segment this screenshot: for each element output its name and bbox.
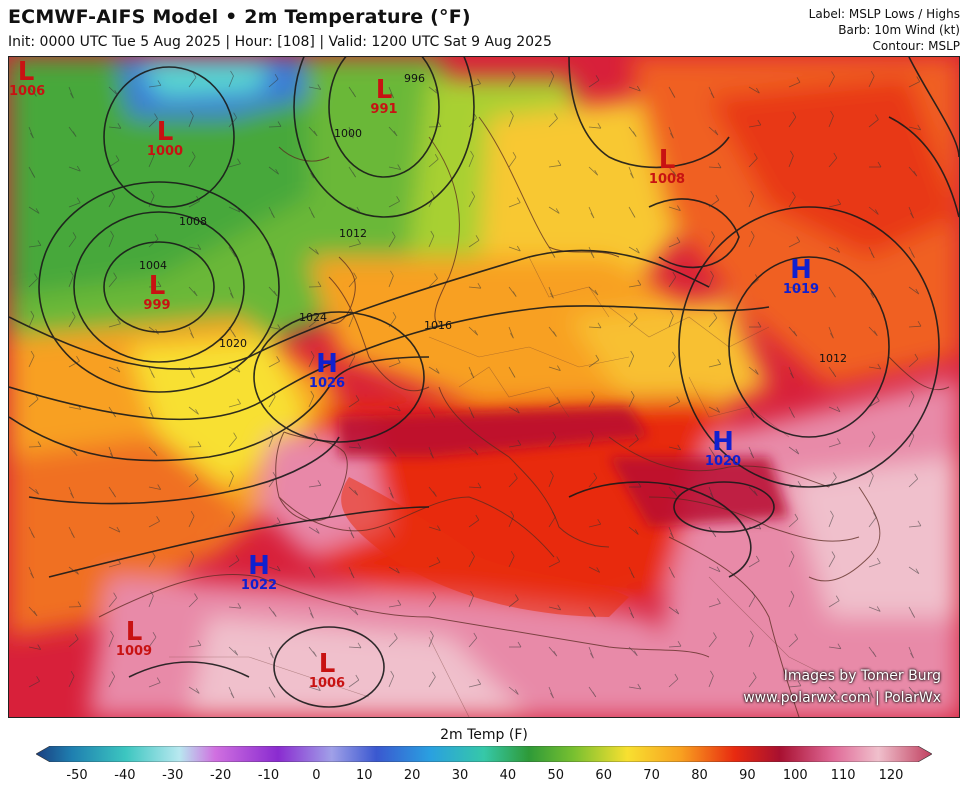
- colorbar-tick-label: 60: [595, 768, 612, 783]
- map-title: ECMWF-AIFS Model • 2m Temperature (°F): [8, 6, 471, 28]
- colorbar-tick-label: -20: [210, 768, 232, 783]
- map-legend-info: Label: MSLP Lows / Highs Barb: 10m Wind …: [809, 6, 960, 54]
- colorbar-tick-label: 80: [691, 768, 708, 783]
- colorbar-tick-label: 20: [403, 768, 421, 783]
- colorbar-tick-label: 30: [451, 768, 469, 783]
- contour-label: 1012: [819, 352, 847, 365]
- colorbar-tick-label: 110: [830, 768, 856, 783]
- colorbar-tick-label: 120: [878, 768, 904, 783]
- colorbar-tick-label: -40: [114, 768, 136, 783]
- legend-label-line: Label: MSLP Lows / Highs: [808, 7, 960, 21]
- colorbar-tick-label: -10: [257, 768, 280, 783]
- colorbar-tick-label: 0: [312, 768, 321, 783]
- colorbar-tick-label: 40: [499, 768, 517, 783]
- low-pressure-label: L 999: [143, 271, 171, 313]
- colorbar-tick-label: 100: [782, 768, 808, 783]
- contour-label: 1024: [299, 311, 327, 324]
- contour-label: 1008: [179, 215, 207, 228]
- contour-label: 1020: [219, 337, 247, 350]
- contour-label: 1000: [334, 127, 362, 140]
- low-pressure-label: L 1009: [115, 617, 153, 659]
- colorbar-tick-label: -30: [162, 768, 184, 783]
- contour-label: 1004: [139, 259, 167, 272]
- low-pressure-label: L 991: [370, 75, 398, 117]
- high-pressure-label: H 1026: [308, 349, 346, 391]
- low-pressure-label: L 1008: [648, 145, 686, 187]
- map-canvas: 1004 1008 1012 1016 1020 1024 996 1000 1…: [9, 57, 959, 717]
- high-pressure-label: H 1020: [704, 427, 742, 469]
- colorbar-tick-label: -50: [66, 768, 88, 783]
- low-pressure-label: L 1006: [308, 649, 346, 691]
- colorbar-tick-label: 50: [547, 768, 565, 783]
- contour-label: 1012: [339, 227, 367, 240]
- colorbar-tick-label: 70: [643, 768, 660, 783]
- legend-contour-line: Contour: MSLP: [872, 39, 960, 53]
- high-pressure-label: H 1022: [240, 551, 278, 593]
- wind-barbs: [28, 70, 922, 699]
- low-pressure-label: L 1000: [146, 117, 184, 159]
- low-pressure-label: L 1006: [9, 57, 46, 99]
- credit-website[interactable]: www.polarwx.com | PolarWx: [743, 690, 941, 706]
- high-pressure-label: H 1019: [782, 255, 820, 297]
- colorbar-title: 2m Temp (F): [440, 727, 528, 743]
- colorbar-tick-label: 90: [739, 768, 756, 783]
- temperature-map[interactable]: 1004 1008 1012 1016 1020 1024 996 1000 1…: [8, 56, 960, 718]
- credit-author: Images by Tomer Burg: [783, 668, 941, 684]
- legend-barb-line: Barb: 10m Wind (kt): [838, 23, 960, 37]
- colorbar: [36, 746, 932, 762]
- colorbar-tick-label: 10: [356, 768, 373, 783]
- contour-label: 996: [404, 72, 425, 85]
- map-subtitle: Init: 0000 UTC Tue 5 Aug 2025 | Hour: [1…: [8, 34, 552, 50]
- colorbar-ticks: -50 -40 -30 -20 -10 0 10 20 30 40 50 60 70 80 90 100 110…: [0, 768, 968, 788]
